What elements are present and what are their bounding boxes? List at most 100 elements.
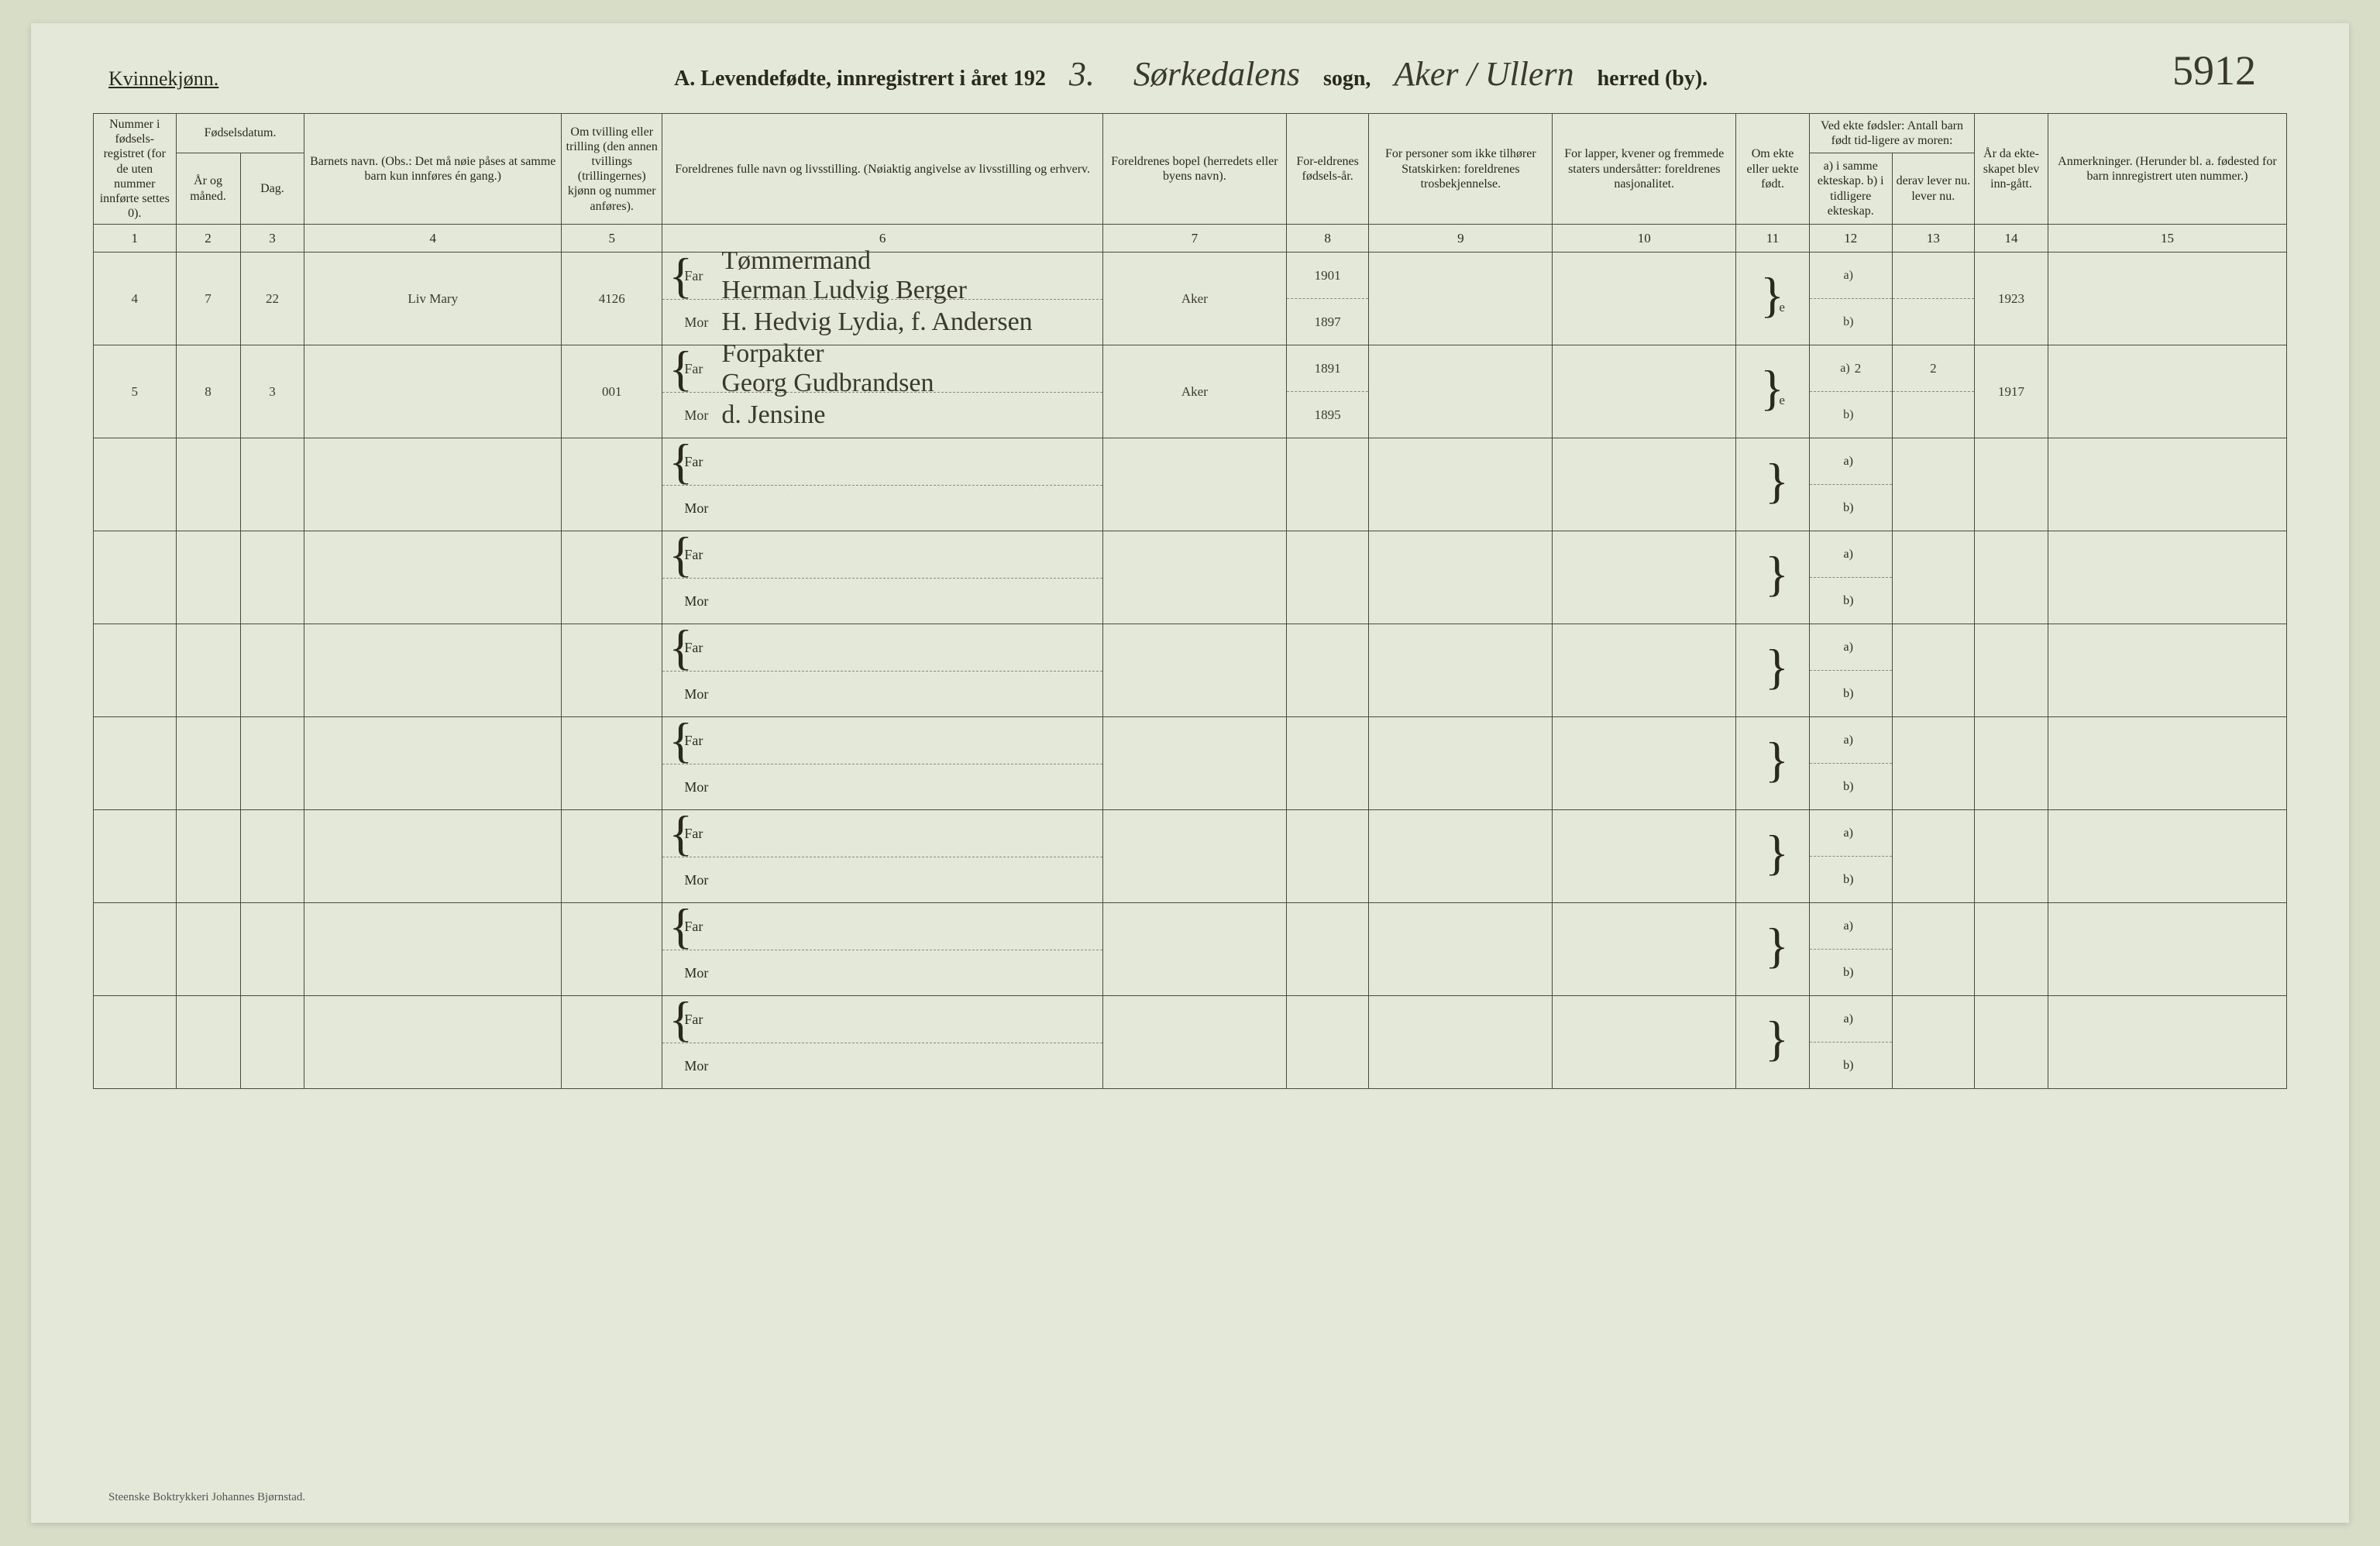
cell bbox=[176, 996, 240, 1089]
colnum: 1 bbox=[94, 225, 177, 253]
mother-name: d. Jensine bbox=[715, 400, 825, 430]
birth-register-table: Nummer i fødsels-registret (for de uten … bbox=[93, 113, 2287, 1089]
cell bbox=[304, 345, 562, 438]
colnum: 2 bbox=[176, 225, 240, 253]
remarks-cell bbox=[2048, 345, 2286, 438]
col-header-5: Om tvilling eller trilling (den annen tv… bbox=[562, 114, 662, 225]
cell bbox=[1369, 345, 1553, 438]
far-label: Far bbox=[684, 361, 715, 377]
cell bbox=[562, 438, 662, 531]
col-header-10: For lapper, kvener og fremmede staters u… bbox=[1553, 114, 1736, 225]
cell bbox=[176, 810, 240, 903]
printer-footer: Steenske Boktrykkeri Johannes Bjørnstad. bbox=[108, 1491, 305, 1504]
cell bbox=[94, 624, 177, 717]
cell bbox=[1102, 438, 1286, 531]
cell: a)b) bbox=[1809, 810, 1892, 903]
cell bbox=[304, 717, 562, 810]
herred-name-handwritten: Aker / Ullern bbox=[1384, 54, 1583, 94]
father-name: ForpakterGeorg Gudbrandsen bbox=[715, 339, 934, 398]
cell bbox=[94, 438, 177, 531]
cell bbox=[1892, 996, 1975, 1089]
cell: } bbox=[1736, 903, 1810, 996]
cell: a)b) bbox=[1809, 624, 1892, 717]
cell bbox=[1102, 810, 1286, 903]
cell bbox=[1975, 903, 2048, 996]
cell bbox=[1102, 903, 1286, 996]
cell bbox=[1975, 531, 2048, 624]
table-row: 4722Liv Mary4126{FarTømmermandHerman Lud… bbox=[94, 253, 2287, 345]
col-header-1: Nummer i fødsels-registret (for de uten … bbox=[94, 114, 177, 225]
cell bbox=[1892, 531, 1975, 624]
colnum: 7 bbox=[1102, 225, 1286, 253]
marriage-year-cell: 1923 bbox=[1975, 253, 2048, 345]
col-header-2: År og måned. bbox=[176, 153, 240, 225]
cell bbox=[1892, 717, 1975, 810]
cell bbox=[176, 903, 240, 996]
parent-years-cell: 19011897 bbox=[1286, 253, 1369, 345]
cell: a)b) bbox=[1809, 717, 1892, 810]
ekte-cell: } e bbox=[1736, 345, 1810, 438]
cell bbox=[1286, 717, 1369, 810]
cell bbox=[1286, 903, 1369, 996]
cell bbox=[1892, 810, 1975, 903]
cell: Liv Mary bbox=[304, 253, 562, 345]
cell bbox=[304, 624, 562, 717]
cell bbox=[2048, 903, 2286, 996]
cell bbox=[1102, 624, 1286, 717]
col-header-12: a) i samme ekteskap. b) i tidligere ekte… bbox=[1809, 153, 1892, 225]
cell bbox=[1369, 438, 1553, 531]
cell bbox=[1286, 810, 1369, 903]
cell bbox=[1975, 996, 2048, 1089]
cell bbox=[562, 810, 662, 903]
cell: a)b) bbox=[1809, 531, 1892, 624]
cell bbox=[2048, 810, 2286, 903]
cell bbox=[1553, 531, 1736, 624]
cell bbox=[176, 438, 240, 531]
cell bbox=[304, 996, 562, 1089]
col-header-3: Dag. bbox=[240, 153, 304, 225]
colnum: 8 bbox=[1286, 225, 1369, 253]
table-row-empty: {FarMor}a)b) bbox=[94, 903, 2287, 996]
cell bbox=[176, 717, 240, 810]
table-row-empty: {FarMor}a)b) bbox=[94, 438, 2287, 531]
cell: } bbox=[1736, 996, 1810, 1089]
father-name: TømmermandHerman Ludvig Berger bbox=[715, 246, 967, 305]
cell: } bbox=[1736, 717, 1810, 810]
cell: 4 bbox=[94, 253, 177, 345]
parents-cell: {FarForpakterGeorg GudbrandsenMord. Jens… bbox=[662, 345, 1103, 438]
far-label: Far bbox=[684, 268, 715, 284]
children-living-cell: 2 bbox=[1892, 345, 1975, 438]
col-header-8: For-eldrenes fødsels-år. bbox=[1286, 114, 1369, 225]
cell bbox=[240, 810, 304, 903]
cell: {FarMor bbox=[662, 438, 1103, 531]
cell: {FarMor bbox=[662, 624, 1103, 717]
cell bbox=[1975, 810, 2048, 903]
register-page: 5912 Kvinnekjønn. A. Levendefødte, innre… bbox=[31, 23, 2349, 1523]
table-row-empty: {FarMor}a)b) bbox=[94, 531, 2287, 624]
cell bbox=[1286, 531, 1369, 624]
cell bbox=[94, 531, 177, 624]
children-living-cell bbox=[1892, 253, 1975, 345]
cell bbox=[1553, 624, 1736, 717]
cell bbox=[240, 996, 304, 1089]
col-header-7: Foreldrenes bopel (herredets eller byens… bbox=[1102, 114, 1286, 225]
cell bbox=[1102, 996, 1286, 1089]
cell bbox=[176, 531, 240, 624]
colnum: 9 bbox=[1369, 225, 1553, 253]
residence-cell: Aker bbox=[1102, 253, 1286, 345]
mor-label: Mor bbox=[684, 407, 715, 424]
cell bbox=[1369, 624, 1553, 717]
colnum: 13 bbox=[1892, 225, 1975, 253]
cell: {FarMor bbox=[662, 996, 1103, 1089]
cell bbox=[94, 903, 177, 996]
children-same-cell: a)b) bbox=[1809, 253, 1892, 345]
cell bbox=[2048, 996, 2286, 1089]
cell bbox=[94, 810, 177, 903]
cell bbox=[1369, 531, 1553, 624]
cell bbox=[1369, 903, 1553, 996]
col-header-13: derav lever nu. lever nu. bbox=[1892, 153, 1975, 225]
table-row: 583001{FarForpakterGeorg GudbrandsenMord… bbox=[94, 345, 2287, 438]
sogn-label: sogn, bbox=[1323, 67, 1371, 91]
col-header-15: Anmerkninger. (Herunder bl. a. fødested … bbox=[2048, 114, 2286, 225]
cell bbox=[2048, 438, 2286, 531]
